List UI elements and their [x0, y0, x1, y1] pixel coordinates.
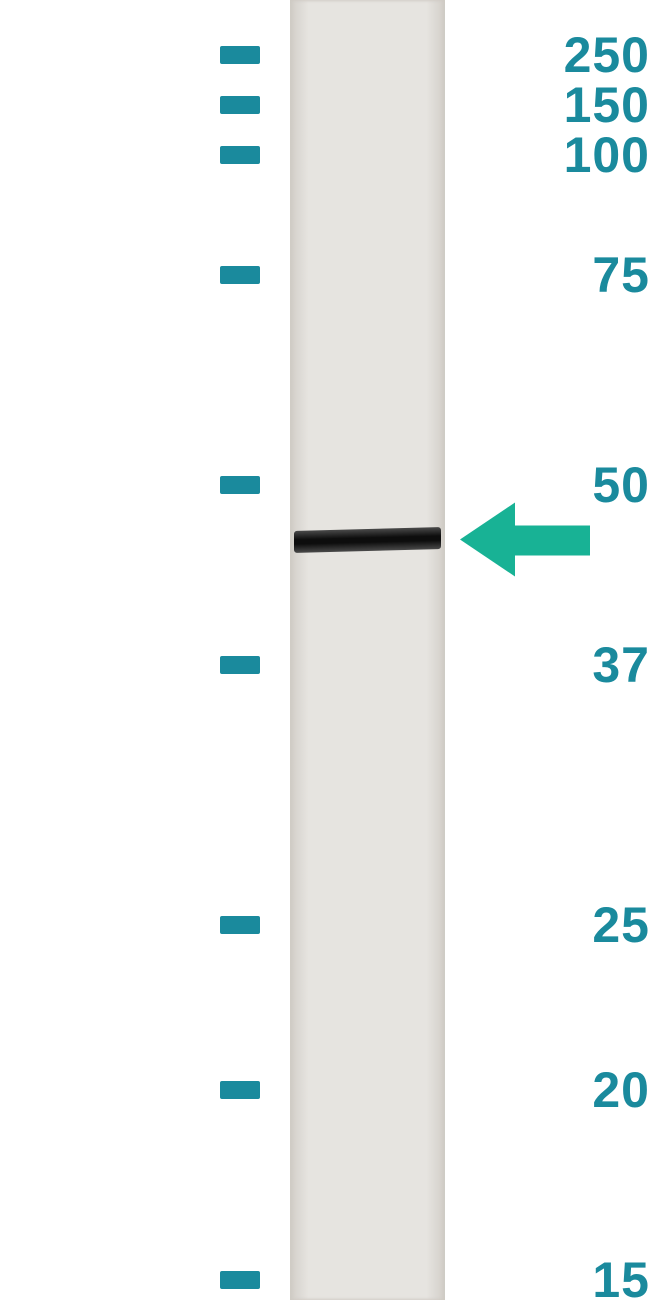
ladder-tick-25: [220, 916, 260, 934]
arrow-head-icon: [460, 503, 515, 577]
ladder-tick-150: [220, 96, 260, 114]
ladder-label-15: 15: [445, 1251, 650, 1309]
ladder-tick-50: [220, 476, 260, 494]
ladder-label-37: 37: [445, 636, 650, 694]
ladder-tick-20: [220, 1081, 260, 1099]
ladder-tick-100: [220, 146, 260, 164]
arrow-shaft: [515, 525, 590, 555]
ladder-label-20: 20: [445, 1061, 650, 1119]
ladder-tick-250: [220, 46, 260, 64]
ladder-label-25: 25: [445, 896, 650, 954]
ladder-tick-37: [220, 656, 260, 674]
ladder-label-100: 100: [445, 126, 650, 184]
ladder-tick-15: [220, 1271, 260, 1289]
ladder-tick-75: [220, 266, 260, 284]
band-indicator-arrow: [460, 503, 590, 578]
target-band: [294, 527, 441, 553]
ladder-label-75: 75: [445, 246, 650, 304]
western-blot: 250150100755037252015: [0, 0, 650, 1300]
blot-lane: [290, 0, 445, 1300]
